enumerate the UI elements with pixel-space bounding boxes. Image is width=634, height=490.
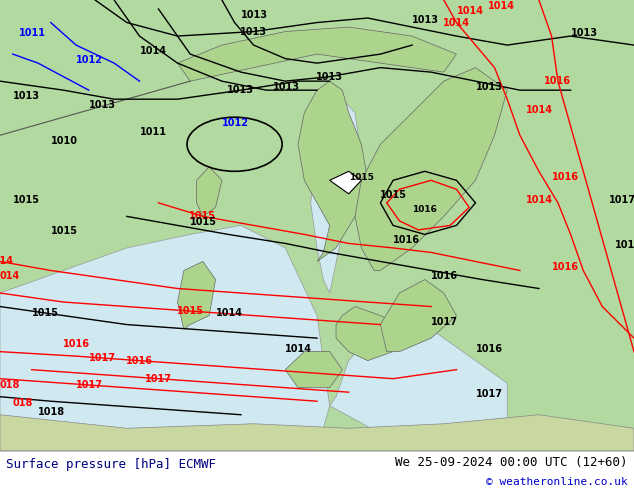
Text: 1015: 1015 [13,195,40,205]
Text: 1016: 1016 [476,343,503,354]
Polygon shape [336,307,412,361]
Text: 1013: 1013 [571,28,598,38]
Polygon shape [178,262,216,329]
Text: 1010: 1010 [51,136,78,146]
Text: 1017: 1017 [76,380,103,390]
Text: 1013: 1013 [228,85,254,95]
Text: 1018: 1018 [38,407,65,416]
Text: 1017: 1017 [609,195,634,205]
Text: 1016: 1016 [431,271,458,281]
Text: 1014: 1014 [526,105,553,115]
Text: © weatheronline.co.uk: © weatheronline.co.uk [486,477,628,487]
Text: 1012: 1012 [222,118,249,128]
Polygon shape [298,81,368,262]
Text: 1017: 1017 [145,374,172,384]
Text: 1015: 1015 [51,226,78,236]
Polygon shape [0,415,634,451]
Text: 1016: 1016 [126,356,153,366]
Text: 018: 018 [0,380,20,390]
Text: 1015: 1015 [177,306,204,316]
Text: We 25-09-2024 00:00 UTC (12+60): We 25-09-2024 00:00 UTC (12+60) [395,456,628,469]
Text: 1015: 1015 [190,211,216,221]
Text: 1017: 1017 [89,353,116,363]
Text: 1014: 1014 [285,343,313,354]
Text: 1016: 1016 [63,339,91,349]
Text: 1014: 1014 [443,18,470,27]
Text: 1014: 1014 [216,308,243,318]
Text: 1013: 1013 [273,82,300,92]
Text: 1014: 1014 [488,1,515,11]
Polygon shape [330,172,361,194]
Text: 1017: 1017 [615,240,634,250]
Text: 1014: 1014 [0,256,13,267]
Text: 1016: 1016 [393,235,420,245]
Text: 1016: 1016 [552,172,579,182]
Text: 1013: 1013 [240,26,267,37]
Text: 1016: 1016 [552,263,579,272]
Text: 1017: 1017 [431,317,458,326]
Polygon shape [0,225,330,451]
Polygon shape [355,68,507,270]
Text: 1015: 1015 [190,218,217,227]
Text: 1016: 1016 [412,205,437,214]
Text: 1013: 1013 [89,100,116,110]
Polygon shape [380,279,456,352]
Polygon shape [197,167,222,217]
Text: 1014: 1014 [526,195,553,205]
Text: 1014: 1014 [456,5,484,16]
Text: 1015: 1015 [380,190,408,200]
Text: 1013: 1013 [13,91,40,101]
Text: Surface pressure [hPa] ECMWF: Surface pressure [hPa] ECMWF [6,458,216,471]
Text: 1011: 1011 [19,28,46,38]
Text: 1011: 1011 [139,127,167,137]
Text: 1012: 1012 [76,55,103,65]
Text: 1015: 1015 [32,308,59,318]
Polygon shape [178,27,456,81]
Polygon shape [311,99,361,293]
Text: 1013: 1013 [241,10,268,20]
Text: 1013: 1013 [476,82,503,92]
Text: 1016: 1016 [545,76,571,86]
Text: 1014: 1014 [139,46,167,56]
Text: 1017: 1017 [476,389,503,399]
Text: 018: 018 [13,398,33,408]
Text: 1013: 1013 [412,15,439,24]
Text: 1013: 1013 [316,72,343,82]
Polygon shape [285,352,342,388]
Text: 1015: 1015 [349,173,373,182]
Text: 014: 014 [0,271,20,281]
Polygon shape [330,316,507,451]
